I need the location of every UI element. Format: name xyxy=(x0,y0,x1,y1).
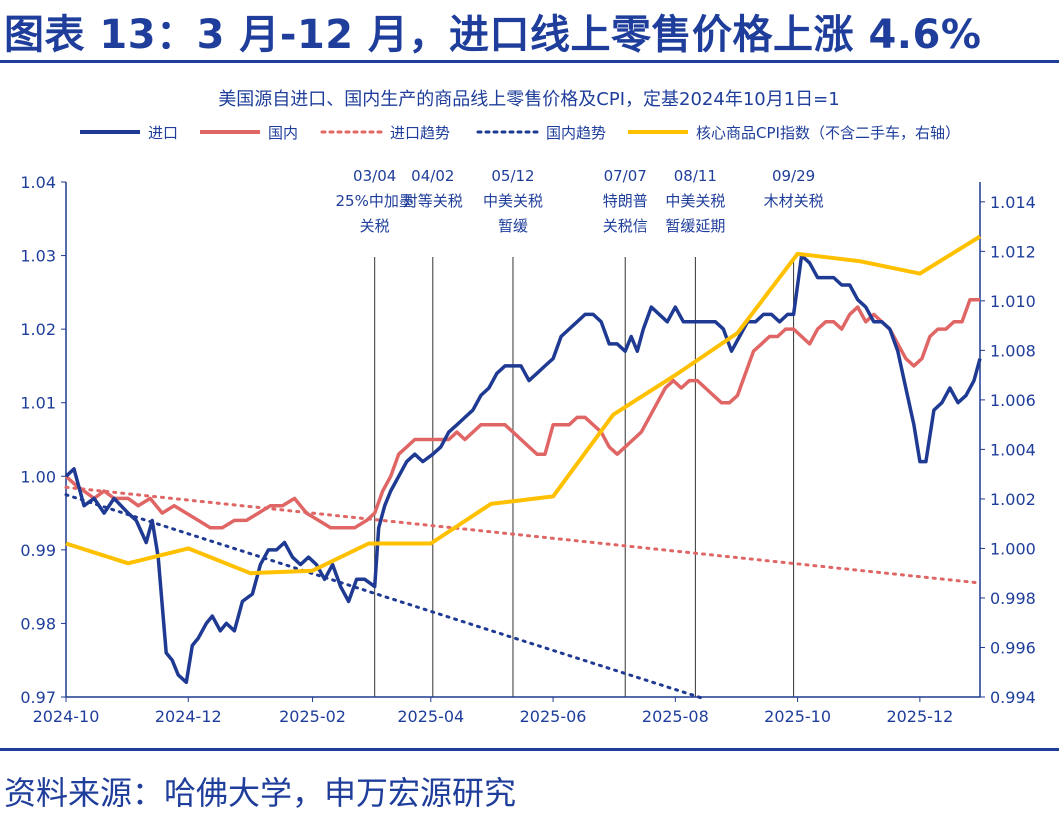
event-label: 中美关税 xyxy=(665,192,725,210)
series-line-domestic xyxy=(64,297,980,530)
legend-label: 国内趋势 xyxy=(546,124,606,142)
y-left-tick-label: 0.99 xyxy=(20,541,56,560)
legend-label: 国内 xyxy=(268,124,298,142)
x-tick-label: 2025-12 xyxy=(886,707,953,726)
series-lines xyxy=(64,234,982,700)
y-left-tick-label: 1.03 xyxy=(20,247,56,266)
legend: 进口 国内 进口趋势 国内趋势 核心商品CPI指数（不含二手车，右轴） xyxy=(80,124,960,142)
footer-rule xyxy=(0,748,1059,751)
y-right-tick-label: 1.014 xyxy=(990,193,1036,212)
event-label: 25%中加墨 xyxy=(336,192,414,210)
x-tick-label: 2025-06 xyxy=(520,707,587,726)
axes: 0.97 0.98 0.99 1.00 1.01 1.02 1.03 1.04 0.994 0.9… xyxy=(20,173,1035,726)
event-label: 04/02 xyxy=(411,167,454,185)
event-label: 09/29 xyxy=(772,167,815,185)
event-label: 木材关税 xyxy=(764,192,824,210)
x-tick-label: 2024-10 xyxy=(33,707,100,726)
y-right-tick-label: 1.012 xyxy=(990,242,1036,261)
y-right-tick-label: 1.008 xyxy=(990,341,1036,360)
event-label: 03/04 xyxy=(353,167,396,185)
event-label: 关税 xyxy=(360,217,390,235)
y-right-tick-label: 1.010 xyxy=(990,292,1036,311)
event-label: 对等关税 xyxy=(403,192,463,210)
y-left-tick-label: 0.97 xyxy=(20,688,56,707)
x-tick-label: 2025-08 xyxy=(642,707,709,726)
x-tick-label: 2025-02 xyxy=(279,707,346,726)
event-label: 05/12 xyxy=(491,167,534,185)
event-label: 中美关税 xyxy=(483,192,543,210)
y-left-tick-label: 1.02 xyxy=(20,320,56,339)
event-label: 暂缓 xyxy=(498,217,528,235)
header-rule xyxy=(0,60,1059,63)
y-right-tick-label: 1.002 xyxy=(990,490,1036,509)
event-label: 关税信 xyxy=(603,217,648,235)
event-label: 暂缓延期 xyxy=(665,217,725,235)
legend-label: 进口趋势 xyxy=(390,124,450,142)
x-tick-label: 2024-12 xyxy=(155,707,222,726)
event-label: 07/07 xyxy=(604,167,647,185)
chart-title: 美国源自进口、国内生产的商品线上零售价格及CPI，定基2024年10月1日=1 xyxy=(218,89,839,110)
y-right-tick-label: 1.000 xyxy=(990,539,1036,558)
source-note: 资料来源：哈佛大学，申万宏源研究 xyxy=(4,774,517,812)
y-left-tick-label: 0.98 xyxy=(20,614,56,633)
page-title: 图表 13：3 月-12 月，进口线上零售价格上涨 4.6% xyxy=(4,12,982,58)
series-line-domestic-trend xyxy=(64,493,705,700)
y-right-tick-label: 1.004 xyxy=(990,440,1036,459)
series-line-import xyxy=(64,253,982,685)
x-tick-label: 2025-10 xyxy=(764,707,831,726)
chart: 美国源自进口、国内生产的商品线上零售价格及CPI，定基2024年10月1日=1 … xyxy=(20,89,1035,726)
y-right-tick-label: 0.994 xyxy=(990,688,1036,707)
legend-label: 核心商品CPI指数（不含二手车，右轴） xyxy=(696,124,960,142)
y-right-tick-label: 1.006 xyxy=(990,391,1036,410)
x-tick-label: 2025-04 xyxy=(397,707,464,726)
legend-label: 进口 xyxy=(148,124,178,142)
series-line-import-trend xyxy=(64,485,982,585)
y-left-tick-label: 1.00 xyxy=(20,467,56,486)
series-line-core-cpi xyxy=(65,234,982,576)
event-label: 08/11 xyxy=(674,167,717,185)
y-left-tick-label: 1.04 xyxy=(20,173,56,192)
y-right-tick-label: 0.996 xyxy=(990,638,1036,657)
event-label: 特朗普 xyxy=(603,192,648,210)
y-left-tick-label: 1.01 xyxy=(20,394,56,413)
y-right-tick-label: 0.998 xyxy=(990,589,1036,608)
